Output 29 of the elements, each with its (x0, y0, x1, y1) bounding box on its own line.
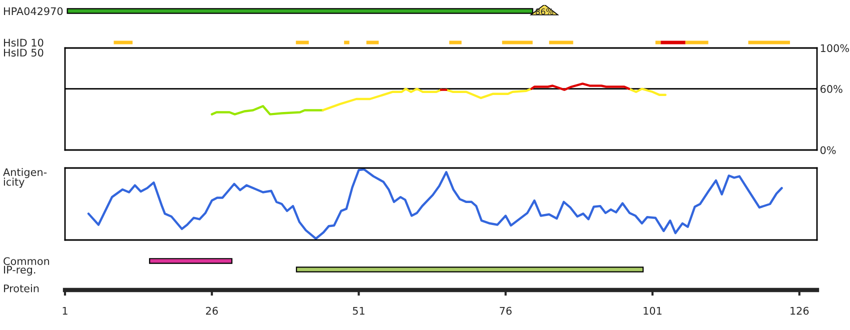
y-tick-label: HsID 10 (4, 38, 44, 47)
bar (660, 40, 686, 44)
bar (685, 40, 708, 44)
y-tick-label: HPA042970 (4, 7, 63, 16)
bar (296, 40, 309, 44)
y-tick-label: IP-reg. (4, 266, 36, 276)
line-series (210, 105, 324, 116)
bar (366, 40, 379, 44)
bar (344, 40, 350, 44)
bar (655, 40, 661, 44)
x-axis-title: Protein (4, 284, 39, 292)
y-tick-label: 60% (820, 85, 842, 93)
x-tick-label: 1 (62, 306, 68, 315)
x-tick-label: 126 (790, 306, 809, 315)
bar (748, 40, 790, 44)
y-axis-title: HsID 50 (4, 48, 44, 57)
y-axis-title: Antigen- icity (3, 168, 47, 188)
x-tick-label: 26 (206, 306, 218, 315)
bar (449, 40, 462, 44)
x-tick-label: 51 (352, 306, 364, 315)
bar (549, 40, 574, 44)
bar (114, 40, 133, 44)
x-tick-label: 101 (644, 306, 662, 315)
y-tick-label: 0% (820, 146, 836, 154)
y-tick-label: Common (4, 257, 50, 266)
bar (502, 40, 533, 44)
annotation: 86% (536, 8, 554, 15)
y-tick-label: 100% (820, 44, 849, 52)
x-tick-label: 76 (500, 306, 512, 315)
